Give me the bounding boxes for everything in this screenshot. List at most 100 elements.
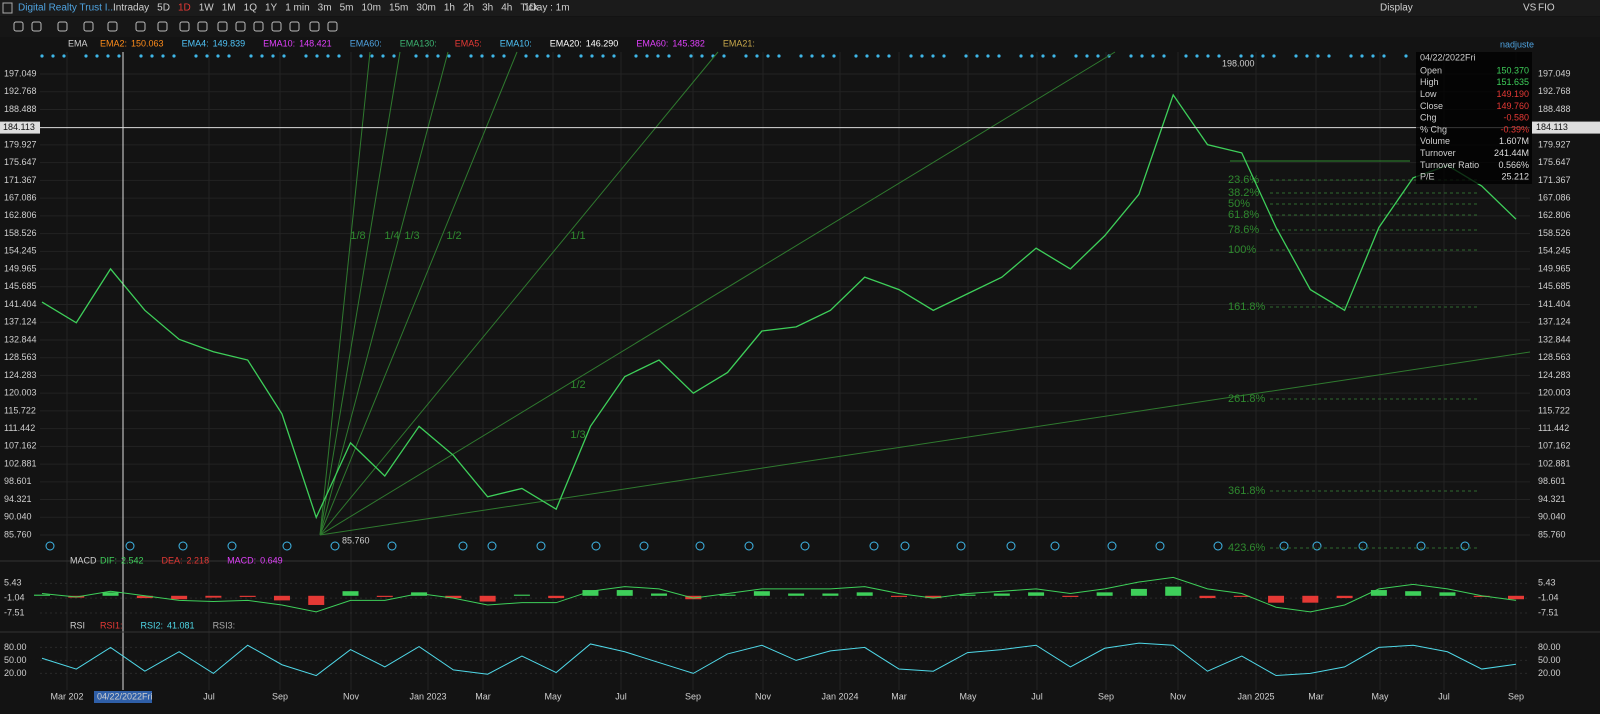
earnings-icon[interactable]	[1155, 541, 1165, 551]
tool-icon[interactable]	[135, 21, 146, 32]
interval-button[interactable]: Intraday	[113, 3, 149, 14]
tool-icon[interactable]	[289, 21, 300, 32]
earnings-icon[interactable]	[458, 541, 468, 551]
earnings-icon[interactable]	[387, 541, 397, 551]
panel-name[interactable]: RSI	[70, 620, 85, 630]
earnings-icon[interactable]	[1279, 541, 1289, 551]
symbol[interactable]: Digital Realty Trust I...	[18, 3, 116, 14]
tool-icon[interactable]	[83, 21, 94, 32]
compare-button[interactable]: VS	[1523, 3, 1537, 14]
tool-icon[interactable]	[179, 21, 190, 32]
earnings-icon[interactable]	[330, 541, 340, 551]
earnings-icon[interactable]	[1416, 541, 1426, 551]
tool-icon[interactable]	[235, 21, 246, 32]
tool-icon[interactable]	[217, 21, 228, 32]
fan-line	[319, 51, 518, 536]
tool-icon[interactable]	[107, 21, 118, 32]
interval-button[interactable]: 15m	[389, 3, 408, 14]
earnings-icon[interactable]	[639, 541, 649, 551]
tool-icon[interactable]	[253, 21, 264, 32]
event-dot	[887, 54, 891, 58]
y-tick-label-left: 20.00	[4, 668, 27, 678]
earnings-icon[interactable]	[869, 541, 879, 551]
earnings-icon[interactable]	[1006, 541, 1016, 551]
earnings-icon[interactable]	[1107, 541, 1117, 551]
earnings-icon[interactable]	[591, 541, 601, 551]
event-dot	[436, 54, 440, 58]
legend-name[interactable]: EMA5:	[455, 38, 482, 48]
earnings-icon[interactable]	[227, 541, 237, 551]
earnings-icon[interactable]	[178, 541, 188, 551]
legend-name[interactable]: RSI2:	[141, 620, 164, 630]
earnings-icon[interactable]	[1460, 541, 1470, 551]
tool-icon[interactable]	[327, 21, 338, 32]
tool-icon[interactable]	[157, 21, 168, 32]
y-tick-label: 94.321	[1538, 494, 1566, 504]
tool-icon[interactable]	[31, 21, 42, 32]
panel-name[interactable]: MACD	[70, 555, 97, 565]
interval-button[interactable]: 1h	[444, 3, 455, 14]
interval-button[interactable]: 30m	[416, 3, 435, 14]
legend-name[interactable]: EMA21:	[723, 38, 755, 48]
legend-name[interactable]: EMA10:	[500, 38, 532, 48]
earnings-icon[interactable]	[45, 541, 55, 551]
y-tick-label: 132.844	[1538, 334, 1571, 344]
interval-button[interactable]: 1M	[222, 3, 236, 14]
interval-button[interactable]: 4h	[501, 3, 512, 14]
interval-button[interactable]: 3h	[482, 3, 493, 14]
legend-name[interactable]: RSI3:	[213, 620, 236, 630]
interval-button[interactable]: 1Y	[265, 3, 278, 14]
adjust-mode[interactable]: nadjuste	[1500, 39, 1534, 49]
legend-name[interactable]: EMA60:	[350, 38, 382, 48]
range-select[interactable]: 1Day : 1m	[524, 3, 570, 14]
legend-name[interactable]: DIF:	[100, 555, 117, 565]
legend-name[interactable]: EMA20:	[550, 38, 582, 48]
info-value: 1.607M	[1499, 136, 1529, 146]
y-tick-label: -1.04	[1538, 593, 1559, 603]
earnings-icon[interactable]	[1213, 541, 1223, 551]
interval-button[interactable]: 1 min	[285, 3, 309, 14]
legend-name[interactable]: EMA60:	[636, 38, 668, 48]
interval-button[interactable]: 3m	[318, 3, 332, 14]
legend-name[interactable]: MACD:	[227, 555, 256, 565]
interval-button[interactable]: Tick	[520, 3, 539, 14]
earnings-icon[interactable]	[1050, 541, 1060, 551]
tool-icon[interactable]	[271, 21, 282, 32]
earnings-icon[interactable]	[125, 541, 135, 551]
earnings-icon[interactable]	[744, 541, 754, 551]
interval-button[interactable]: 5D	[157, 3, 170, 14]
display-button[interactable]: Display	[1380, 3, 1413, 14]
interval-button[interactable]: 1Q	[244, 3, 258, 14]
code-label[interactable]: FIO	[1538, 3, 1555, 14]
y-tick-label-left: 120.003	[4, 388, 37, 398]
interval-button[interactable]: 1W	[199, 3, 215, 14]
legend-name[interactable]: EMA4:	[182, 38, 209, 48]
legend-name[interactable]: EMA2:	[100, 38, 127, 48]
tool-icon[interactable]	[309, 21, 320, 32]
earnings-icon[interactable]	[487, 541, 497, 551]
earnings-icon[interactable]	[695, 541, 705, 551]
interval-button[interactable]: 5m	[340, 3, 354, 14]
legend-name[interactable]: EMA130:	[400, 38, 437, 48]
interval-button[interactable]: 1D	[178, 3, 191, 14]
interval-button[interactable]: 10m	[361, 3, 380, 14]
event-dot	[909, 54, 913, 58]
legend-name[interactable]: RSI1:	[100, 620, 123, 630]
earnings-icon[interactable]	[536, 541, 546, 551]
tool-icon[interactable]	[57, 21, 68, 32]
earnings-icon[interactable]	[956, 541, 966, 551]
event-dot	[392, 54, 396, 58]
tool-icon[interactable]	[197, 21, 208, 32]
info-value: 150.370	[1496, 65, 1529, 75]
earnings-icon[interactable]	[282, 541, 292, 551]
legend-name[interactable]: EMA10:	[263, 38, 295, 48]
sidebar-icon[interactable]	[2, 2, 13, 14]
earnings-icon[interactable]	[800, 541, 810, 551]
tool-icon[interactable]	[13, 21, 24, 32]
interval-button[interactable]: 2h	[463, 3, 474, 14]
legend-name[interactable]: DEA:	[162, 555, 183, 565]
indicator-name[interactable]: EMA	[68, 38, 88, 48]
earnings-icon[interactable]	[1358, 541, 1368, 551]
earnings-icon[interactable]	[1312, 541, 1322, 551]
earnings-icon[interactable]	[900, 541, 910, 551]
